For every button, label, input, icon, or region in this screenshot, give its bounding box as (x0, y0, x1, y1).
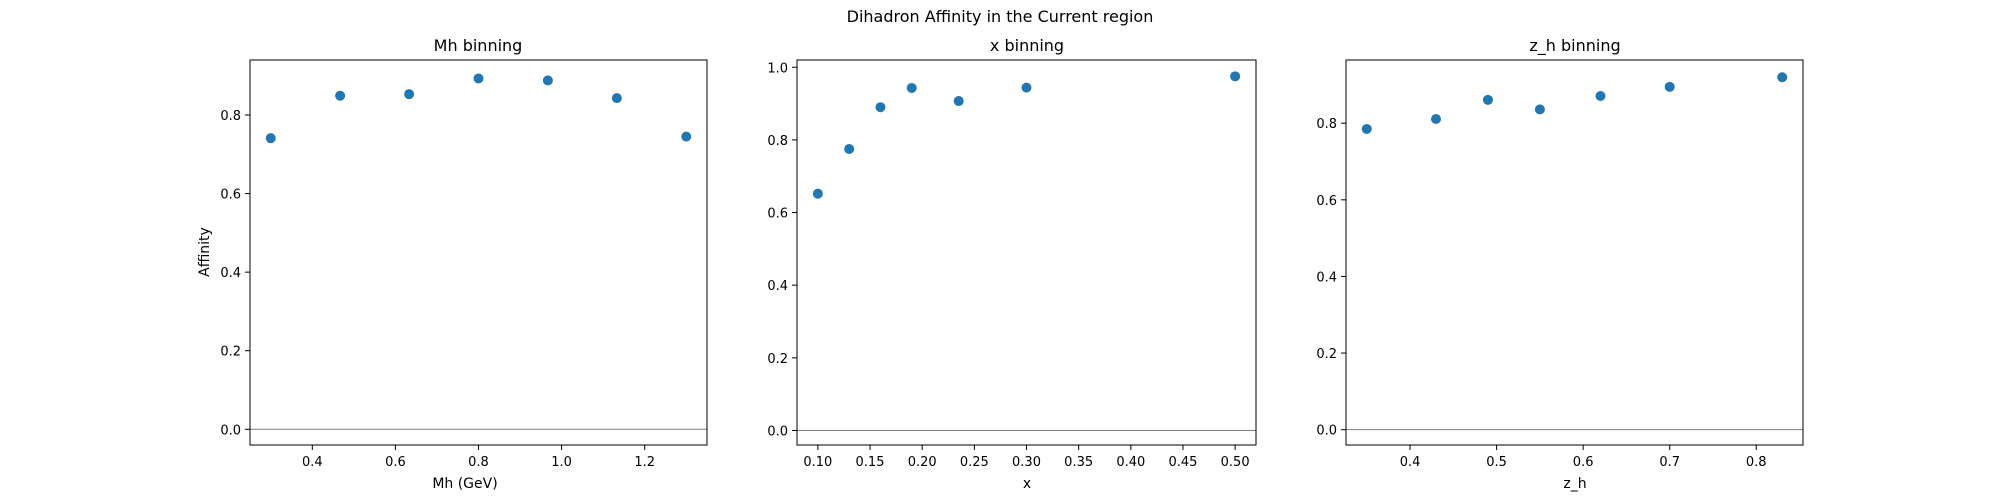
x-tick-label: 0.8 (1746, 455, 1767, 470)
x-tick-label: 1.0 (551, 455, 572, 470)
y-tick-label: 0.0 (220, 423, 241, 438)
x-tick-label: 0.6 (1573, 455, 1594, 470)
y-tick-label: 0.4 (1316, 270, 1337, 285)
data-point (844, 143, 855, 154)
data-point (542, 75, 553, 86)
chart-z-h-binning: z_h binning z_h 0.4 0.5 0.6 0.7 0.8 0.0 0.2 0.4… (1316, 36, 1804, 492)
chart-title: z_h binning (1529, 36, 1620, 56)
axes-frame (1345, 59, 1804, 446)
y-tick-label: 0.6 (767, 207, 788, 222)
chart-mh-binning: Mh binning Mh (GeV) Affinity 0.4 0.6 0.8 1.… (197, 36, 708, 492)
axes-frame (249, 59, 708, 446)
data-point (812, 188, 823, 199)
data-point (1482, 94, 1493, 105)
y-axis-label: Affinity (197, 227, 213, 277)
data-point (1777, 72, 1788, 83)
x-tick-label: 0.6 (385, 455, 406, 470)
x-tick-label: 0.50 (1221, 455, 1250, 470)
data-point (1534, 104, 1545, 115)
data-point (681, 131, 692, 142)
x-tick-label: 0.8 (468, 455, 489, 470)
y-tick-label: 0.6 (1316, 194, 1337, 209)
chart-title: x binning (990, 36, 1064, 55)
y-tick-label: 0.0 (1316, 424, 1337, 439)
x-tick-label: 0.25 (960, 455, 989, 470)
chart-x-binning: x binning x 0.10 0.15 0.20 0.25 0.30 0.35 0.40… (767, 36, 1257, 492)
x-axis-label: Mh (GeV) (432, 476, 497, 492)
x-tick-label: 0.10 (803, 455, 832, 470)
y-tick-label: 0.4 (767, 279, 788, 294)
y-tick-label: 1.0 (767, 61, 788, 76)
data-point (265, 133, 276, 144)
x-tick-label: 0.4 (302, 455, 323, 470)
y-tick-label: 0.2 (1316, 347, 1337, 362)
figure-suptitle: Dihadron Affinity in the Current region (847, 7, 1154, 26)
x-tick-label: 0.45 (1169, 455, 1198, 470)
y-tick-label: 0.8 (767, 134, 788, 149)
y-tick-label: 0.6 (220, 188, 241, 203)
data-point (473, 73, 484, 84)
y-tick-label: 0.2 (220, 345, 241, 360)
data-point (906, 82, 917, 93)
x-axis-label: z_h (1563, 476, 1586, 492)
data-point (611, 93, 622, 104)
x-tick-label: 0.35 (1064, 455, 1093, 470)
data-point (335, 90, 346, 101)
data-point (875, 102, 886, 113)
data-point (1021, 82, 1032, 93)
x-tick-label: 0.4 (1400, 455, 1421, 470)
chart-title: Mh binning (434, 36, 523, 55)
data-point (404, 89, 415, 100)
x-tick-label: 0.5 (1486, 455, 1507, 470)
data-point (1595, 91, 1606, 102)
x-tick-label: 0.20 (908, 455, 937, 470)
data-point (1361, 123, 1372, 134)
x-tick-label: 0.40 (1116, 455, 1145, 470)
x-tick-label: 1.2 (634, 455, 655, 470)
y-tick-label: 0.0 (767, 424, 788, 439)
data-point (953, 96, 964, 107)
data-point (1230, 71, 1241, 82)
y-tick-label: 0.4 (220, 266, 241, 281)
y-tick-label: 0.2 (767, 352, 788, 367)
y-tick-label: 0.8 (220, 109, 241, 124)
data-point (1431, 113, 1442, 124)
axes-frame (796, 59, 1257, 446)
x-axis-label: x (1023, 476, 1031, 492)
data-point (1664, 81, 1675, 92)
y-tick-label: 0.8 (1316, 117, 1337, 132)
x-tick-label: 0.30 (1012, 455, 1041, 470)
x-tick-label: 0.7 (1659, 455, 1680, 470)
x-tick-label: 0.15 (856, 455, 885, 470)
